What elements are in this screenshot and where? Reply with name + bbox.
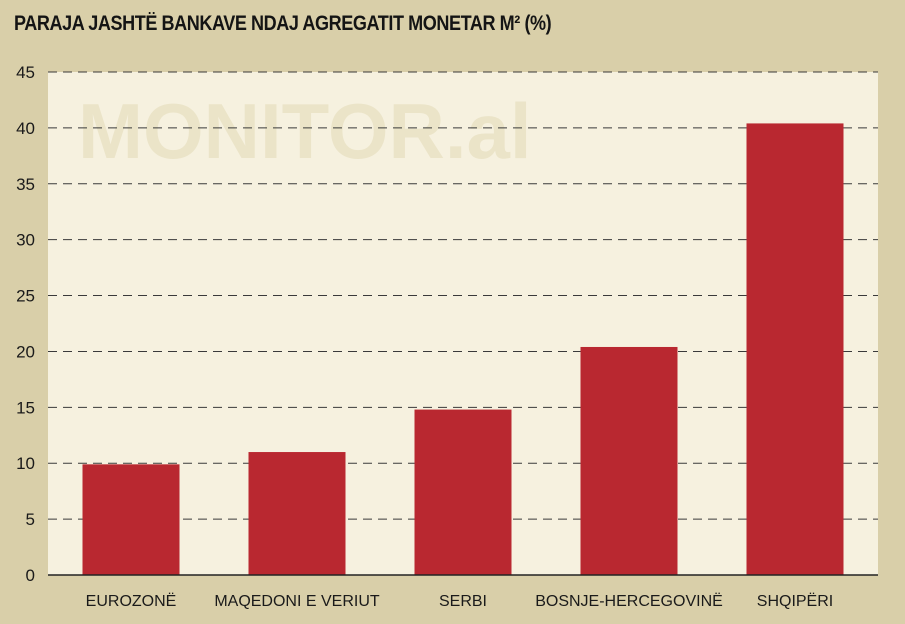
y-tick-label: 35 — [16, 175, 35, 194]
grid-lines — [48, 71, 878, 520]
chart-title: PARAJA JASHTË BANKAVE NDAJ AGREGATIT MON… — [14, 12, 552, 35]
y-axis-ticks: 0 5 10 15 20 25 30 35 40 45 — [16, 63, 35, 585]
bar — [414, 409, 512, 575]
y-tick-label: 10 — [16, 454, 35, 473]
bar — [82, 464, 180, 575]
x-tick-label: MAQEDONI E VERIUT — [214, 593, 380, 610]
y-tick-label: 20 — [16, 342, 35, 361]
bars — [82, 123, 844, 575]
y-tick-label: 25 — [16, 287, 35, 306]
y-tick-label: 30 — [16, 231, 35, 250]
x-tick-label: EUROZONË — [86, 592, 177, 610]
x-axis-labels: EUROZONË MAQEDONI E VERIUT SERBI BOSNJE-HER… — [86, 592, 834, 610]
watermark-logo: MONITOR.al — [78, 87, 532, 175]
x-tick-label: SHQIPËRI — [757, 592, 833, 610]
bar — [746, 123, 844, 575]
x-tick-label: BOSNJE-HERCEGOVINË — [535, 592, 723, 610]
bar — [580, 346, 678, 575]
y-tick-label: 40 — [16, 119, 35, 138]
y-tick-label: 0 — [26, 566, 35, 585]
y-tick-label: 45 — [16, 63, 35, 82]
x-tick-label: SERBI — [439, 593, 487, 610]
y-tick-label: 15 — [16, 398, 35, 417]
y-tick-label: 5 — [26, 510, 35, 529]
bar — [248, 452, 346, 575]
